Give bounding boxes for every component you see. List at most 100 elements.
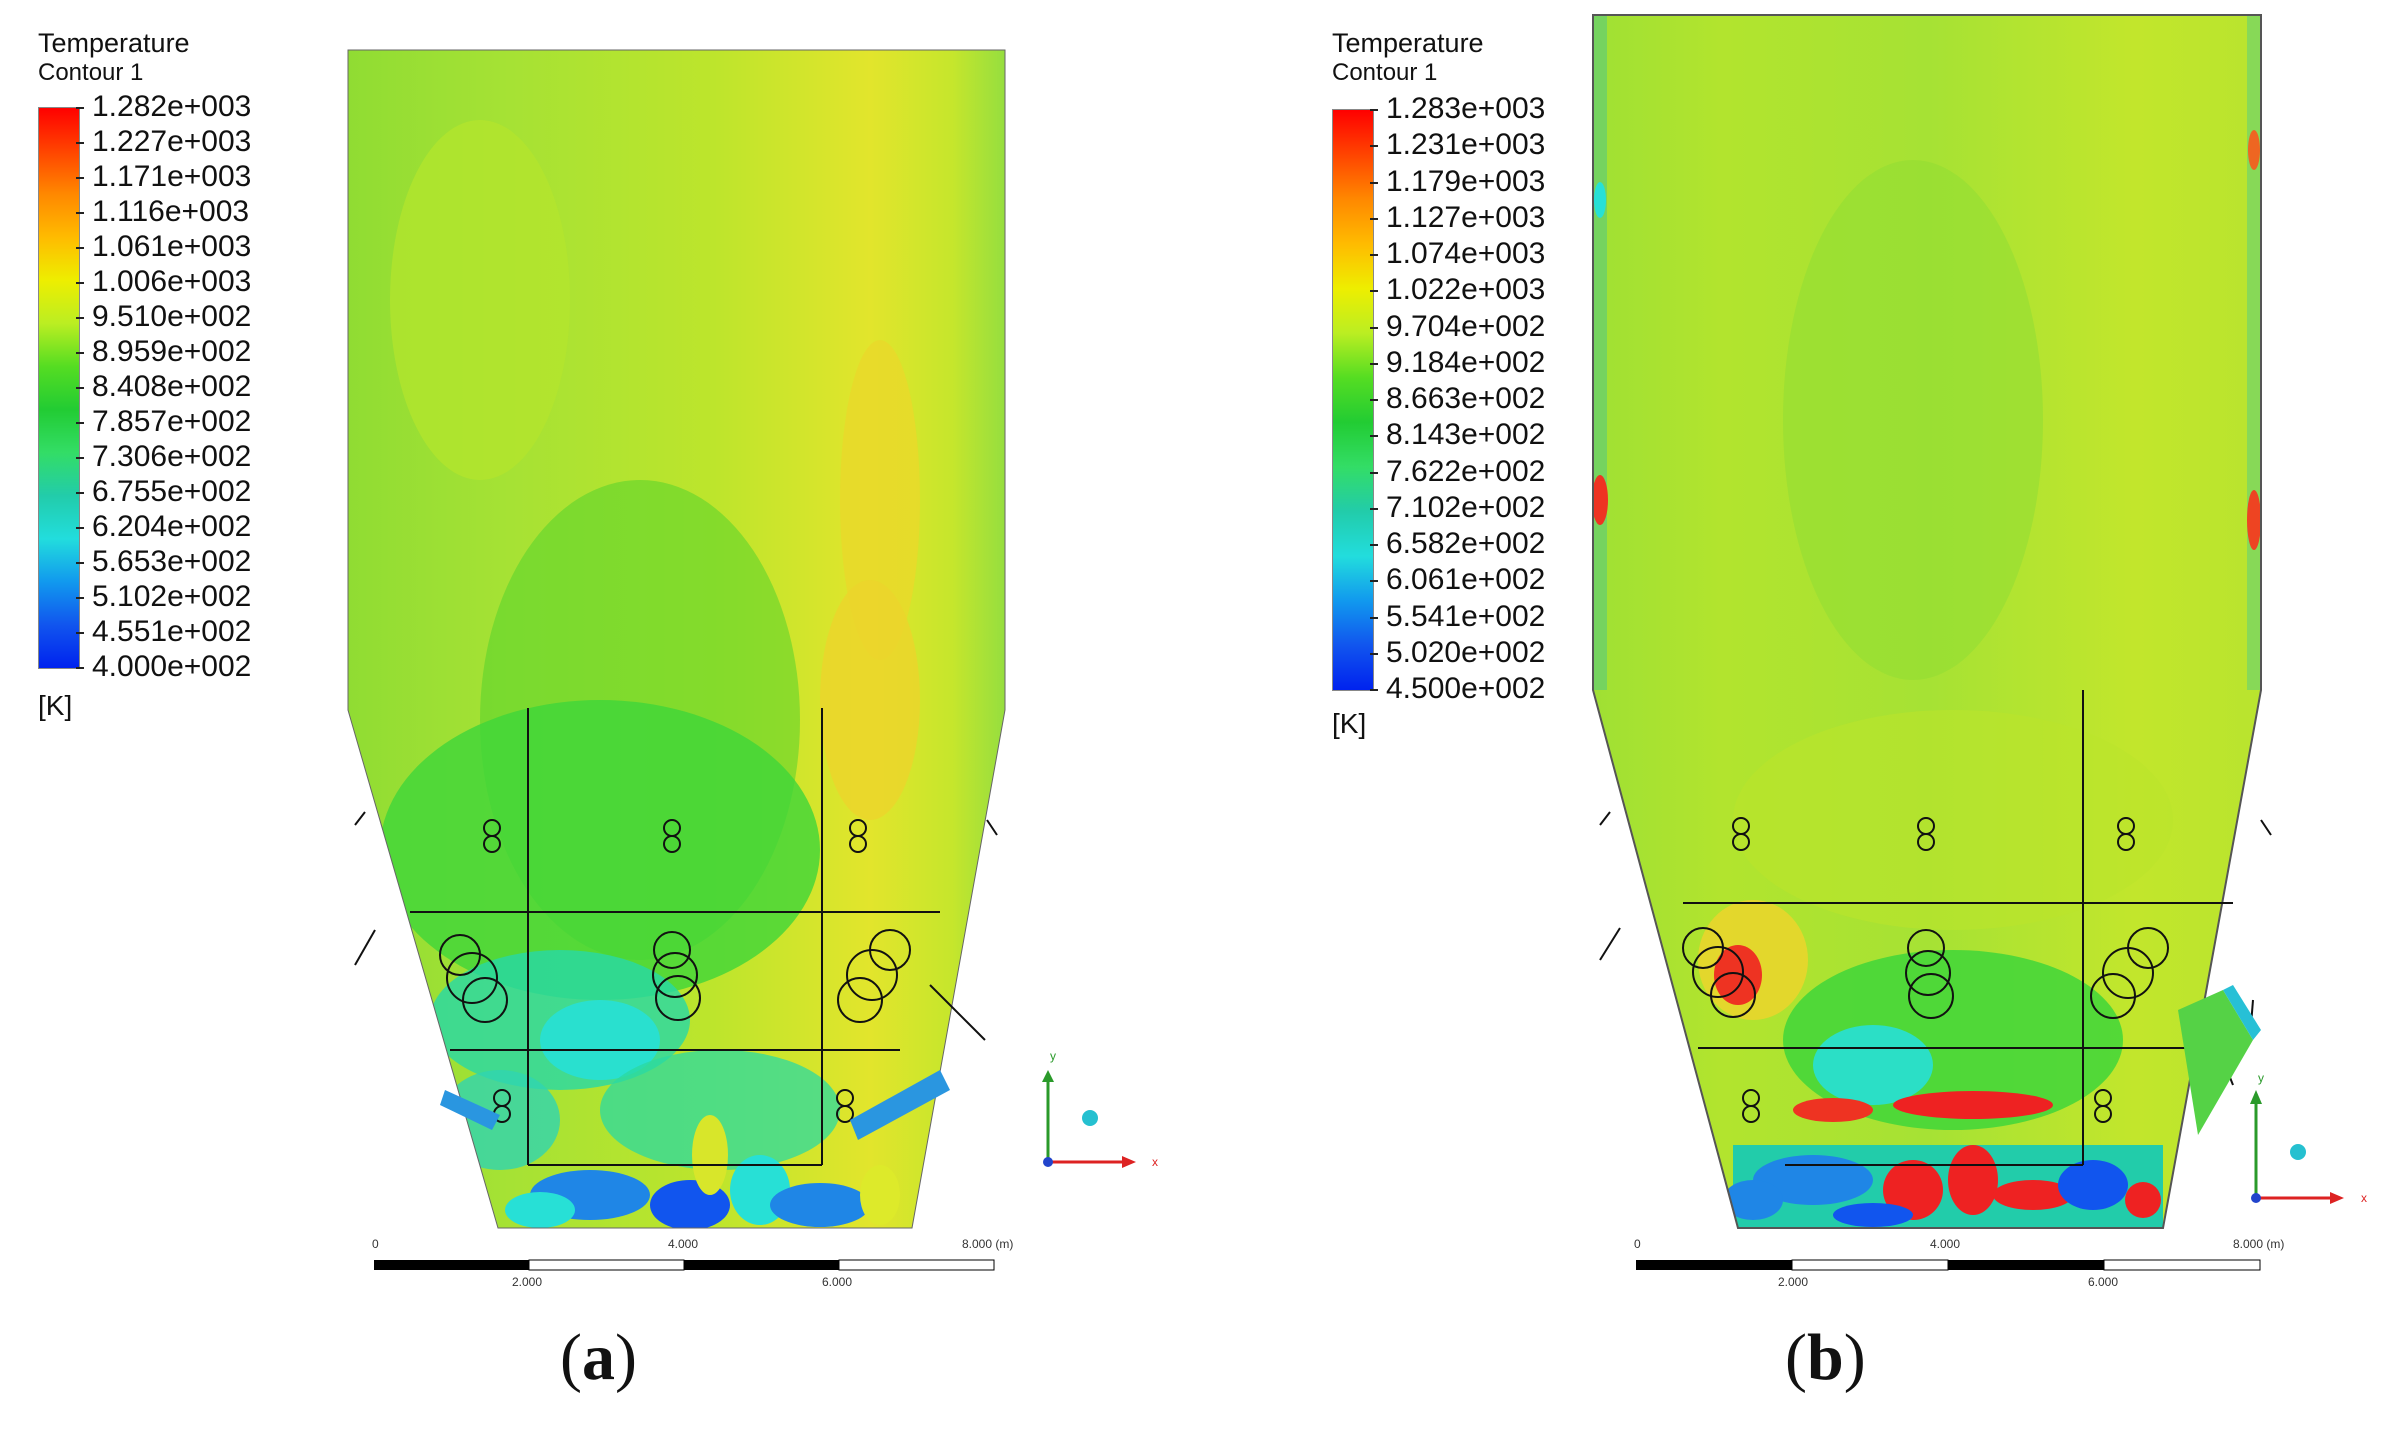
colorbar-tick-label: 1.022e+003: [1386, 273, 1546, 307]
contour-plot-b: y x 0 4.000 8.000 (m) 2.000 6.000: [1592, 14, 2367, 1289]
colorbar-tick-label: 7.857e+002: [92, 405, 252, 438]
legend-title-b: Temperature: [1332, 28, 1484, 58]
colorbar-tick-label: 7.102e+002: [1386, 490, 1546, 524]
unit-label-b: [K]: [1332, 708, 1367, 739]
scale-label-4-b: 4.000: [1930, 1237, 1960, 1251]
colorbar-tick-mark: [76, 457, 84, 459]
axis-x-label-a: x: [1152, 1155, 1158, 1169]
colorbar-tick-mark: [1370, 689, 1378, 691]
colorbar-tick-label: 1.283e+003: [1386, 92, 1546, 125]
colorbar-tick-mark: [76, 527, 84, 529]
temperature-field-a: [348, 50, 1005, 1228]
colorbar-tick-mark: [76, 107, 84, 109]
scale-bar-b: 0 4.000 8.000 (m) 2.000 6.000: [1634, 1237, 2284, 1289]
caption-letter-b: b: [1806, 1321, 1844, 1394]
scale-label-2-b: 2.000: [1778, 1275, 1808, 1289]
colorbar-tick-label: 7.306e+002: [92, 440, 252, 473]
colorbar-b: [1332, 109, 1374, 691]
axis-y-label-b: y: [2258, 1071, 2264, 1085]
colorbar-tick-label: 5.541e+002: [1386, 599, 1546, 633]
scale-label-6-a: 6.000: [822, 1275, 852, 1289]
injection-nozzle-b: [2178, 985, 2261, 1135]
contour-panel-a: Temperature Contour 1 1.282e+003 1.227e+0…: [0, 0, 1193, 1437]
axis-triad-a: y x: [1042, 1049, 1158, 1169]
colorbar-tick-mark: [1370, 326, 1378, 329]
colorbar-tick-mark: [1370, 580, 1378, 583]
scale-label-8-a: 8.000 (m): [962, 1237, 1013, 1251]
scale-label-6-b: 6.000: [2088, 1275, 2118, 1289]
colorbar-tick-label: 6.204e+002: [92, 510, 252, 543]
colorbar-tick-label: 1.179e+003: [1386, 164, 1546, 198]
colorbar-tick-label: 1.231e+003: [1386, 128, 1546, 162]
colorbar-tick-mark: [1370, 507, 1378, 510]
colorbar-tick-mark: [1370, 399, 1378, 401]
colorbar-tick-mark: [76, 422, 84, 424]
colorbar-tick-mark: [1370, 109, 1378, 111]
colorbar-tick-mark: [76, 282, 84, 284]
colorbar-tick-mark: [76, 352, 84, 354]
scale-bar-a: 0 4.000 8.000 (m) 2.000 6.000: [372, 1237, 1013, 1289]
colorbar-tick-label: 9.704e+002: [1386, 309, 1546, 343]
colorbar-tick-label: 4.500e+002: [1386, 672, 1546, 705]
colorbar-tick-label: 9.510e+002: [92, 300, 252, 333]
colorbar-tick-label: 1.171e+003: [92, 160, 252, 193]
colorbar-tick-label: 1.116e+003: [92, 195, 250, 228]
axis-x-label-b: x: [2361, 1191, 2367, 1205]
scale-label-0-b: 0: [1634, 1237, 1641, 1251]
colorbar-tick-mark: [76, 177, 84, 179]
axis-triad-b: y x: [2250, 1071, 2367, 1205]
colorbar-tick-label: 5.020e+002: [1386, 635, 1546, 669]
colorbar-tick-mark: [1370, 217, 1378, 220]
colorbar-tick-label: 8.143e+002: [1386, 418, 1546, 452]
colorbar-tick-label: 5.653e+002: [92, 545, 252, 578]
scale-label-4-a: 4.000: [668, 1237, 698, 1251]
colorbar-tick-mark: [76, 212, 84, 214]
temperature-field-b: [1593, 15, 2261, 1228]
scale-label-8-b: 8.000 (m): [2233, 1237, 2284, 1251]
colorbar-tick-mark: [1370, 652, 1378, 655]
colorbar-tick-mark: [1370, 544, 1378, 546]
colorbar-tick-mark: [76, 632, 84, 634]
unit-label-a: [K]: [38, 690, 73, 721]
colorbar-tick-label: 8.663e+002: [1386, 382, 1546, 415]
colorbar-tick-label: 6.061e+002: [1386, 563, 1546, 597]
legend-header-a: Temperature Contour 1: [38, 28, 190, 88]
colorbar-tick-label: 8.408e+002: [92, 370, 252, 403]
colorbar-tick-mark: [1370, 471, 1378, 474]
caption-b: (b): [1785, 1321, 1866, 1394]
colorbar-tick-label: 1.282e+003: [92, 90, 252, 123]
scale-label-0-a: 0: [372, 1237, 379, 1251]
caption-a: (a): [560, 1321, 637, 1394]
colorbar-tick-label: 7.622e+002: [1386, 454, 1546, 488]
axis-y-label-a: y: [1050, 1049, 1056, 1063]
colorbar-tick-mark: [76, 667, 84, 669]
colorbar-tick-mark: [76, 142, 84, 144]
colorbar-tick-mark: [76, 247, 84, 249]
colorbar-tick-label: 1.006e+003: [92, 265, 252, 298]
legend-subtitle-b: Contour 1: [1332, 59, 1438, 86]
caption-letter-a: a: [581, 1321, 615, 1394]
colorbar-tick-mark: [76, 387, 84, 389]
colorbar-tick-mark: [76, 597, 84, 599]
colorbar-tick-label: 5.102e+002: [92, 580, 252, 613]
legend-header-b: Temperature Contour 1: [1332, 28, 1484, 88]
burner-grid-a: [354, 708, 998, 1166]
colorbar-tick-mark: [1370, 362, 1378, 365]
colorbar-tick-mark: [76, 492, 84, 494]
colorbar-tick-label: 1.061e+003: [92, 230, 252, 263]
colorbar-tick-label: 1.074e+003: [1386, 237, 1546, 270]
colorbar-tick-label: 8.959e+002: [92, 335, 252, 368]
colorbar-tick-mark: [76, 317, 84, 319]
colorbar-tick-mark: [76, 562, 84, 564]
colorbar-a: [38, 107, 80, 669]
colorbar-tick-label: 6.755e+002: [92, 475, 252, 508]
colorbar-tick-label: 6.582e+002: [1386, 527, 1546, 560]
legend-title-a: Temperature: [38, 28, 190, 58]
colorbar-tick-mark: [1370, 435, 1378, 438]
colorbar-tick-mark: [1370, 290, 1378, 293]
colorbar-tick-label: 1.227e+003: [92, 125, 252, 158]
colorbar-tick-mark: [1370, 616, 1378, 619]
colorbar-tick-mark: [1370, 181, 1378, 184]
colorbar-tick-label: 4.000e+002: [92, 650, 252, 683]
colorbar-tick-label: 1.127e+003: [1386, 200, 1546, 234]
